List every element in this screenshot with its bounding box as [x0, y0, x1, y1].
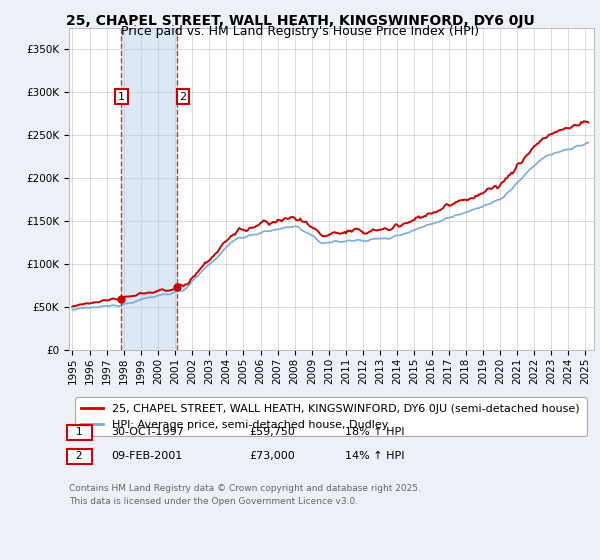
Bar	[121, 28, 177, 350]
Text: £73,000: £73,000	[249, 451, 295, 461]
Text: £59,750: £59,750	[249, 427, 295, 437]
Text: 14% ↑ HPI: 14% ↑ HPI	[345, 451, 404, 461]
Text: 25, CHAPEL STREET, WALL HEATH, KINGSWINFORD, DY6 0JU: 25, CHAPEL STREET, WALL HEATH, KINGSWINF…	[65, 14, 535, 28]
Text: 1: 1	[118, 92, 125, 102]
Legend: 25, CHAPEL STREET, WALL HEATH, KINGSWINFORD, DY6 0JU (semi-detached house), HPI:: 25, CHAPEL STREET, WALL HEATH, KINGSWINF…	[74, 398, 587, 436]
Text: Price paid vs. HM Land Registry's House Price Index (HPI): Price paid vs. HM Land Registry's House …	[121, 25, 479, 38]
Text: 09-FEB-2001: 09-FEB-2001	[111, 451, 182, 461]
Text: Contains HM Land Registry data © Crown copyright and database right 2025.
This d: Contains HM Land Registry data © Crown c…	[69, 484, 421, 506]
Text: 30-OCT-1997: 30-OCT-1997	[111, 427, 184, 437]
Text: 1: 1	[69, 427, 89, 437]
Text: 18% ↑ HPI: 18% ↑ HPI	[345, 427, 404, 437]
Text: 2: 2	[69, 451, 89, 461]
Text: 2: 2	[179, 92, 187, 102]
